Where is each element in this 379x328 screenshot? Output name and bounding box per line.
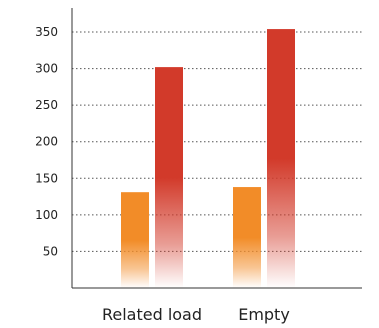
bar-orange-1 xyxy=(121,192,149,288)
bar-orange-2 xyxy=(233,187,261,288)
x-category-label: Related load xyxy=(102,305,202,324)
grid-lines xyxy=(72,31,362,252)
x-category-label: Empty xyxy=(238,305,290,324)
y-tick-labels: 50 100 150 200 250 300 350 xyxy=(35,25,58,258)
y-tick-label: 250 xyxy=(35,98,58,112)
y-tick-label: 100 xyxy=(35,208,58,222)
y-tick-label: 200 xyxy=(35,135,58,149)
bar-red-2 xyxy=(267,29,295,289)
y-tick-label: 150 xyxy=(35,171,58,185)
bars xyxy=(121,29,295,289)
bar-red-1 xyxy=(155,67,183,288)
axes xyxy=(71,8,362,289)
y-tick-label: 50 xyxy=(43,244,58,258)
y-tick-label: 300 xyxy=(35,62,58,76)
x-category-labels: Related load Empty xyxy=(102,305,290,324)
y-tick-label: 350 xyxy=(35,25,58,39)
